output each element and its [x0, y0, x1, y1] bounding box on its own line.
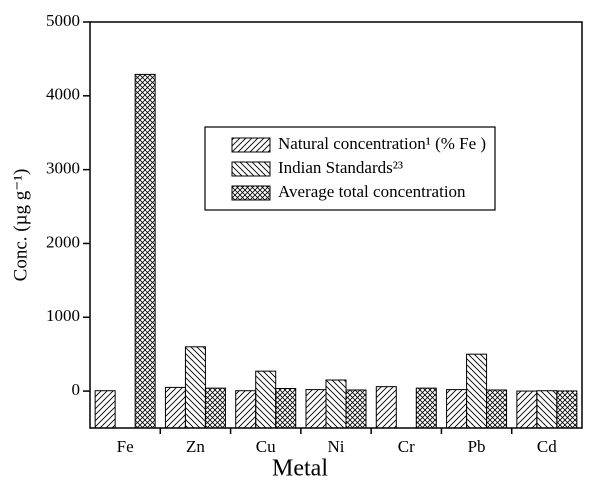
- legend-label: Natural concentration¹ (% Fe ): [278, 134, 486, 153]
- x-tick-label: Cd: [537, 437, 557, 456]
- y-tick-label: 3000: [46, 159, 80, 178]
- legend-label: Indian Standards²³: [278, 158, 403, 177]
- x-axis-label: Metal: [272, 456, 328, 482]
- bar: [466, 353, 488, 429]
- legend-label: Average total concentration: [278, 182, 466, 201]
- bar: [556, 390, 578, 429]
- legend: Natural concentration¹ (% Fe ) Indian Sta…: [204, 126, 496, 211]
- legend-swatch: [231, 185, 271, 201]
- y-tick-label: 5000: [46, 11, 80, 30]
- plot-frame: [89, 21, 583, 429]
- bar: [325, 379, 347, 429]
- bar: [235, 390, 257, 429]
- x-tick-label: Ni: [328, 437, 345, 456]
- x-tick-label: Cr: [398, 437, 415, 456]
- bar: [255, 370, 277, 429]
- bar: [536, 390, 558, 429]
- y-tick-label: 1000: [46, 306, 80, 325]
- x-tick-label: Pb: [468, 437, 486, 456]
- bar: [164, 386, 186, 429]
- y-tick-label: 0: [72, 380, 81, 399]
- bar: [134, 73, 156, 429]
- bar: [446, 389, 468, 429]
- x-tick-label: Fe: [117, 437, 134, 456]
- bar: [415, 387, 437, 429]
- bar: [345, 389, 367, 429]
- bar: [94, 390, 116, 429]
- bar: [204, 387, 226, 429]
- bar: [184, 346, 206, 429]
- legend-swatch: [231, 161, 271, 177]
- bar: [486, 389, 508, 429]
- bar: [516, 390, 538, 429]
- y-tick-label: 4000: [46, 85, 80, 104]
- x-tick-label: Cu: [256, 437, 276, 456]
- legend-swatch: [231, 137, 271, 153]
- x-tick-label: Zn: [186, 437, 205, 456]
- y-tick-label: 2000: [46, 232, 80, 251]
- bar: [305, 389, 327, 429]
- bar: [375, 386, 397, 429]
- bar: [275, 388, 297, 429]
- y-axis-label: Conc. (µg g⁻¹): [10, 169, 31, 282]
